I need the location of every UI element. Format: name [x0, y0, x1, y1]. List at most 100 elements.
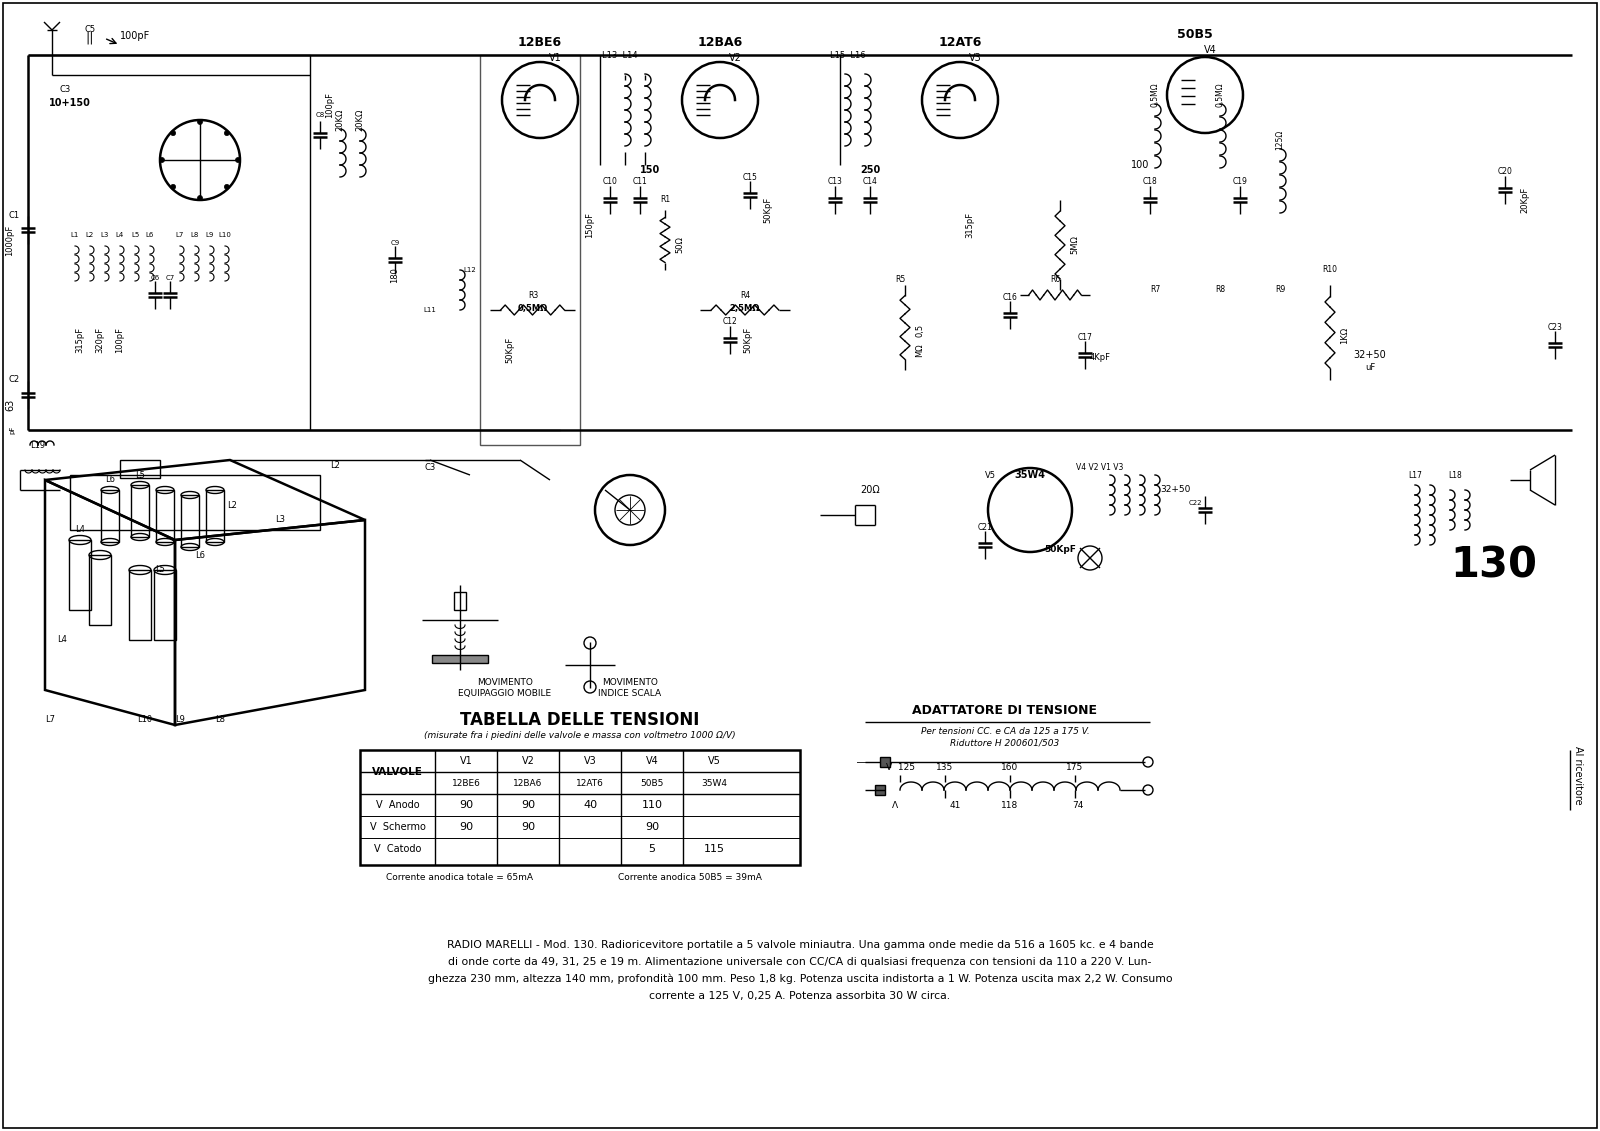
Text: C17: C17 — [1077, 333, 1093, 342]
Text: L9: L9 — [174, 716, 186, 725]
Text: 90: 90 — [459, 800, 474, 810]
Text: ghezza 230 mm, altezza 140 mm, profondità 100 mm. Peso 1,8 kg. Potenza uscita in: ghezza 230 mm, altezza 140 mm, profondit… — [427, 974, 1173, 984]
Text: V4: V4 — [646, 756, 658, 766]
Text: 50KpF: 50KpF — [506, 337, 515, 363]
Text: L2: L2 — [227, 501, 237, 509]
Text: 12BE6: 12BE6 — [518, 35, 562, 49]
Text: 4KpF: 4KpF — [1090, 354, 1110, 363]
Text: 12BA6: 12BA6 — [698, 35, 742, 49]
Text: C9: C9 — [390, 240, 400, 247]
Text: L6: L6 — [146, 232, 154, 238]
Text: L5: L5 — [155, 566, 165, 575]
Text: 20KΩ: 20KΩ — [336, 109, 344, 131]
Text: 35W4: 35W4 — [701, 778, 726, 787]
Text: C22: C22 — [1189, 500, 1202, 506]
Text: C2: C2 — [8, 375, 19, 385]
Text: 150pF: 150pF — [586, 211, 595, 238]
Bar — [101, 490, 118, 542]
Text: 50KpF: 50KpF — [1045, 545, 1075, 554]
Text: L4: L4 — [75, 526, 85, 535]
Circle shape — [224, 184, 229, 189]
Text: 41: 41 — [949, 801, 960, 810]
Text: L3: L3 — [275, 516, 285, 525]
Text: L9: L9 — [206, 232, 214, 238]
Text: L8: L8 — [190, 232, 198, 238]
Text: V1: V1 — [459, 756, 472, 766]
Text: 0,5MΩ: 0,5MΩ — [518, 303, 549, 312]
Text: L4: L4 — [115, 232, 125, 238]
Text: C15: C15 — [742, 173, 757, 181]
Text: C23: C23 — [1547, 323, 1563, 333]
Bar — [90, 555, 110, 625]
Text: L15  L16: L15 L16 — [830, 51, 866, 60]
Text: 0,5: 0,5 — [915, 323, 925, 337]
Text: R10: R10 — [1323, 266, 1338, 275]
Text: 90: 90 — [522, 800, 534, 810]
Text: 12BA6: 12BA6 — [514, 778, 542, 787]
Text: R9: R9 — [1275, 285, 1285, 294]
Text: R7: R7 — [1150, 285, 1160, 294]
Text: 20Ω: 20Ω — [861, 485, 880, 495]
Bar — [360, 750, 800, 865]
Text: 90: 90 — [645, 822, 659, 832]
Text: L3: L3 — [101, 232, 109, 238]
Text: 32+50: 32+50 — [1354, 349, 1386, 360]
Text: L6: L6 — [106, 475, 115, 484]
Text: ||: || — [86, 32, 94, 44]
Text: R6: R6 — [1050, 276, 1061, 285]
Text: V4 V2 V1 V3: V4 V2 V1 V3 — [1077, 464, 1123, 473]
Text: 125Ω: 125Ω — [1275, 130, 1285, 150]
Text: C3: C3 — [59, 86, 70, 95]
Text: L10: L10 — [138, 716, 152, 725]
Text: C21: C21 — [978, 524, 992, 533]
Text: C6: C6 — [150, 275, 160, 280]
Bar — [432, 655, 488, 663]
Text: C5: C5 — [85, 26, 96, 35]
Bar — [181, 495, 198, 547]
Text: RADIO MARELLI - Mod. 130. Radioricevitore portatile a 5 valvole miniautra. Una g: RADIO MARELLI - Mod. 130. Radioricevitor… — [446, 940, 1154, 950]
Text: L6: L6 — [195, 551, 205, 560]
Text: 0,5MΩ: 0,5MΩ — [1216, 83, 1224, 107]
Text: 50KpF: 50KpF — [744, 327, 752, 353]
Text: V  Anodo: V Anodo — [376, 800, 419, 810]
Text: Per tensioni CC. e CA da 125 a 175 V.: Per tensioni CC. e CA da 125 a 175 V. — [920, 727, 1090, 736]
Bar — [154, 570, 176, 640]
Text: L5: L5 — [131, 232, 139, 238]
Text: R1: R1 — [659, 196, 670, 205]
Text: Corrente anodica 50B5 = 39mA: Corrente anodica 50B5 = 39mA — [618, 873, 762, 882]
Text: L2: L2 — [330, 460, 339, 469]
Text: 74: 74 — [1072, 801, 1083, 810]
Text: L7: L7 — [176, 232, 184, 238]
Text: di onde corte da 49, 31, 25 e 19 m. Alimentazione universale con CC/CA di qualsi: di onde corte da 49, 31, 25 e 19 m. Alim… — [448, 957, 1152, 967]
Text: 0,5MΩ: 0,5MΩ — [1150, 83, 1160, 107]
Text: 50Ω: 50Ω — [675, 236, 685, 253]
Circle shape — [160, 157, 165, 163]
Text: V2: V2 — [728, 53, 741, 63]
Text: 100: 100 — [1131, 159, 1149, 170]
Text: V  Schermo: V Schermo — [370, 822, 426, 832]
Text: L8: L8 — [214, 716, 226, 725]
Text: 50B5: 50B5 — [640, 778, 664, 787]
Text: MOVIMENTO
EQUIPAGGIO MOBILE: MOVIMENTO EQUIPAGGIO MOBILE — [459, 679, 552, 698]
Text: 50KpF: 50KpF — [763, 197, 773, 223]
Text: C18: C18 — [1142, 178, 1157, 187]
Text: 160: 160 — [1002, 763, 1019, 772]
Text: V3: V3 — [968, 53, 981, 63]
Text: V4: V4 — [1203, 45, 1216, 55]
Circle shape — [171, 130, 176, 136]
Bar — [875, 785, 885, 795]
Bar — [454, 592, 466, 610]
Text: 10+150: 10+150 — [50, 98, 91, 107]
Text: L17: L17 — [1408, 470, 1422, 480]
Text: VALVOLE: VALVOLE — [373, 767, 422, 777]
Text: C12: C12 — [723, 318, 738, 327]
Text: L1: L1 — [70, 232, 78, 238]
Text: C16: C16 — [1003, 294, 1018, 302]
Text: 130: 130 — [1450, 544, 1538, 586]
Bar — [70, 475, 320, 530]
Text: L19: L19 — [30, 440, 45, 449]
Text: MOVIMENTO
INDICE SCALA: MOVIMENTO INDICE SCALA — [598, 679, 661, 698]
Bar — [480, 55, 579, 444]
Text: 32+50: 32+50 — [1160, 485, 1190, 494]
Text: uF: uF — [1365, 363, 1374, 372]
